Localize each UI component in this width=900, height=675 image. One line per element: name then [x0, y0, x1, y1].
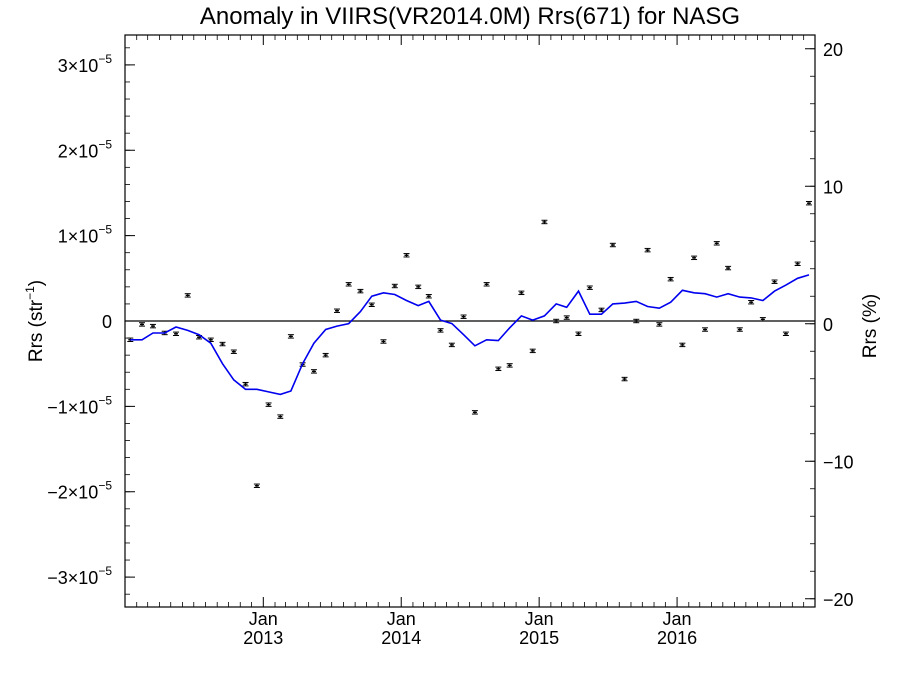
- data-points: [127, 200, 812, 488]
- right-axis-label: Rrs (%): [860, 294, 881, 358]
- x-tick-year-label: 2014: [381, 628, 421, 648]
- left-tick-exponent: −5: [98, 479, 112, 493]
- right-tick-label: 10: [823, 177, 843, 197]
- left-tick-mantissa: 0: [102, 312, 112, 332]
- left-tick-exponent: −5: [98, 564, 112, 578]
- left-tick-mantissa: 3×10: [58, 56, 99, 76]
- left-tick-exponent: −5: [98, 393, 112, 407]
- right-tick-label: 20: [823, 40, 843, 60]
- left-tick-exponent: −5: [98, 52, 112, 66]
- left-tick-mantissa: −2×10: [47, 483, 98, 503]
- x-tick-month-label: Jan: [663, 609, 692, 629]
- left-axis-label-base: Rrs (str: [26, 299, 47, 362]
- left-axis-label: Rrs (str−1): [23, 280, 47, 362]
- left-tick-label: 2×10−5: [58, 137, 113, 161]
- left-tick-label: 3×10−5: [58, 52, 113, 76]
- left-tick-label: −1×10−5: [47, 393, 112, 417]
- x-tick-month-label: Jan: [249, 609, 278, 629]
- smoothed-anomaly-line: [130, 274, 810, 396]
- left-tick-mantissa: −1×10: [47, 397, 98, 417]
- x-tick-year-label: 2013: [243, 628, 283, 648]
- x-tick-month-label: Jan: [387, 609, 416, 629]
- x-tick-year-label: 2016: [657, 628, 697, 648]
- left-tick-mantissa: −3×10: [47, 568, 98, 588]
- right-axis: −20 −10 0 10 20: [805, 40, 854, 610]
- right-tick-label: −10: [823, 452, 854, 472]
- left-axis-label-sup: −1: [23, 286, 37, 300]
- left-tick-label: 1×10−5: [58, 223, 113, 247]
- left-axis-label-close: ): [26, 280, 47, 286]
- left-axis: −3×10−5−2×10−5−1×10−501×10−52×10−53×10−5: [47, 47, 135, 595]
- right-tick-label: −20: [823, 590, 854, 610]
- left-tick-label: −2×10−5: [47, 479, 112, 503]
- left-tick-label: 0: [102, 312, 112, 332]
- x-tick-month-label: Jan: [525, 609, 554, 629]
- left-tick-mantissa: 2×10: [58, 141, 99, 161]
- left-tick-label: −3×10−5: [47, 564, 112, 588]
- chart-title: Anomaly in VIIRS(VR2014.0M) Rrs(671) for…: [200, 3, 740, 30]
- left-tick-exponent: −5: [98, 223, 112, 237]
- right-tick-label: 0: [823, 315, 833, 335]
- x-tick-year-label: 2015: [519, 628, 559, 648]
- left-tick-mantissa: 1×10: [58, 227, 99, 247]
- left-tick-exponent: −5: [98, 137, 112, 151]
